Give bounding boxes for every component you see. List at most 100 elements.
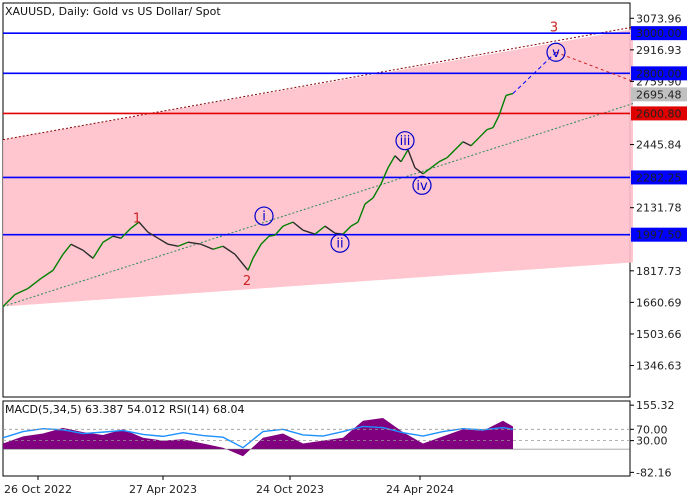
- wave-label-3: 3: [550, 21, 558, 36]
- price-segment: [52, 253, 64, 271]
- price-segment: [62, 243, 72, 255]
- price-segment: [82, 249, 94, 259]
- price-segment: [357, 203, 366, 223]
- current-price-tag: [631, 87, 687, 102]
- price-segment: [380, 167, 389, 185]
- level-tag-label: 2282.25: [636, 171, 682, 184]
- price-segment: [247, 258, 254, 271]
- wave-label-ii: ii: [336, 237, 343, 252]
- price-segment: [438, 157, 448, 163]
- macd-histogram-segment: [3, 436, 23, 450]
- price-segment: [364, 197, 374, 205]
- price-segment: [260, 235, 270, 245]
- chart-title: XAUUSD, Daily: Gold vs US Dollar/ Spot: [5, 5, 221, 18]
- price-segment: [498, 95, 507, 116]
- price-tick-label: 1346.63: [636, 360, 682, 373]
- indicator-title: MACD(5,34,5) 63.387 54.012 RSI(14) 68.04: [5, 403, 244, 416]
- price-segment: [422, 167, 432, 175]
- x-tick-label: 24 Oct 2023: [256, 483, 324, 496]
- wave-label-2: 2: [243, 274, 251, 289]
- price-segment: [350, 221, 359, 227]
- wave-label-iii: iii: [400, 134, 411, 149]
- price-segment: [92, 241, 104, 259]
- price-segment: [454, 141, 464, 151]
- price-segment: [400, 149, 409, 163]
- price-tick-label: 2445.84: [636, 139, 682, 152]
- price-segment: [430, 161, 440, 169]
- indicator-tick-label: 70.00: [636, 423, 668, 436]
- macd-histogram-segment: [283, 433, 303, 450]
- axes: 3073.962916.932759.902445.842131.781817.…: [4, 12, 687, 496]
- price-segment: [302, 229, 316, 235]
- price-segment: [470, 137, 480, 147]
- price-segment: [492, 115, 500, 128]
- price-segment: [324, 225, 336, 234]
- price-segment: [394, 155, 402, 163]
- price-segment: [372, 183, 382, 199]
- wave-circle-iv: [412, 175, 432, 195]
- x-tick-label: 26 Oct 2022: [4, 483, 72, 496]
- price-tick-label: 1817.73: [636, 265, 682, 278]
- macd-histogram-segment: [443, 429, 463, 450]
- x-tick-label: 24 Apr 2024: [386, 483, 454, 496]
- price-segment: [282, 221, 294, 227]
- macd-histogram-segment: [163, 439, 183, 450]
- price-segment: [14, 287, 29, 296]
- indicator-tick-label: -82.16: [636, 466, 671, 479]
- level-tag-label: 3000.00: [636, 27, 682, 40]
- wave-label-i: i: [262, 210, 266, 225]
- price-segment: [486, 126, 494, 131]
- price-segment: [274, 225, 284, 236]
- price-segment: [505, 92, 514, 97]
- wave-circle-ii: [330, 233, 350, 253]
- level-tag-1: [631, 66, 687, 81]
- price-tick-label: 1503.66: [636, 328, 682, 341]
- level-tag-2: [631, 106, 687, 121]
- price-segment: [102, 235, 114, 243]
- price-segment: [478, 129, 488, 139]
- price-tick-label: 2131.78: [636, 202, 682, 215]
- wave-circle-v: [546, 42, 566, 62]
- price-segment: [177, 241, 189, 247]
- forecast-line: [512, 51, 557, 94]
- price-segment: [200, 243, 214, 250]
- price-tick-label: 1660.69: [636, 296, 682, 309]
- price-segment: [70, 243, 84, 251]
- price-segment: [212, 245, 224, 250]
- price-segment: [138, 221, 149, 233]
- level-tag-3: [631, 170, 687, 185]
- macd-histogram-segment: [423, 436, 443, 450]
- macd-histogram-segment: [43, 427, 63, 450]
- wave-label-v: v: [552, 46, 560, 61]
- macd-histogram-segment: [203, 443, 223, 450]
- macd-histogram-segment: [263, 433, 283, 450]
- price-segment: [387, 155, 396, 169]
- macd-histogram-segment: [463, 429, 483, 450]
- forecast-line-down: [555, 51, 634, 82]
- price-segment: [314, 225, 326, 235]
- trend-channel: [3, 29, 633, 307]
- price-segment: [446, 149, 456, 159]
- level-tag-0: [631, 26, 687, 41]
- price-segment: [147, 231, 159, 239]
- price-segment: [414, 167, 424, 175]
- macd-histogram-segment: [383, 417, 403, 450]
- trendline-upper-dotted: [2, 26, 634, 141]
- indicator-pane-border: [2, 400, 631, 477]
- price-segment: [40, 269, 54, 279]
- price-segment: [234, 253, 249, 271]
- price-segment: [157, 237, 169, 245]
- macd-histogram-segment: [223, 447, 243, 457]
- price-segment: [112, 235, 122, 239]
- current-price-label: 2695.48: [636, 88, 682, 101]
- level-tag-4: [631, 227, 687, 242]
- price-segment: [120, 227, 132, 239]
- macd-histogram-segment: [183, 439, 203, 450]
- macd-histogram-segment: [123, 429, 143, 450]
- price-segment: [342, 225, 352, 235]
- price-segment: [187, 241, 202, 245]
- price-segment: [27, 277, 42, 290]
- macd-histogram-segment: [23, 433, 43, 450]
